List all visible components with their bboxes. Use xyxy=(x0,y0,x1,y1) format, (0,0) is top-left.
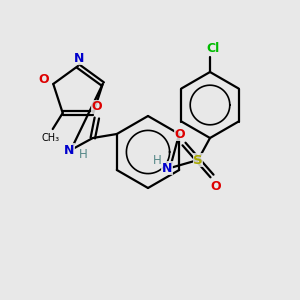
Text: O: O xyxy=(175,128,185,140)
Text: O: O xyxy=(38,74,49,86)
Text: H: H xyxy=(153,154,161,167)
Text: H: H xyxy=(78,148,87,161)
Text: O: O xyxy=(92,100,102,113)
Text: S: S xyxy=(193,154,203,166)
Text: O: O xyxy=(211,179,221,193)
Text: N: N xyxy=(162,161,172,175)
Text: Cl: Cl xyxy=(206,41,220,55)
Text: N: N xyxy=(74,52,84,64)
Text: CH₃: CH₃ xyxy=(42,133,60,143)
Text: N: N xyxy=(64,143,74,157)
